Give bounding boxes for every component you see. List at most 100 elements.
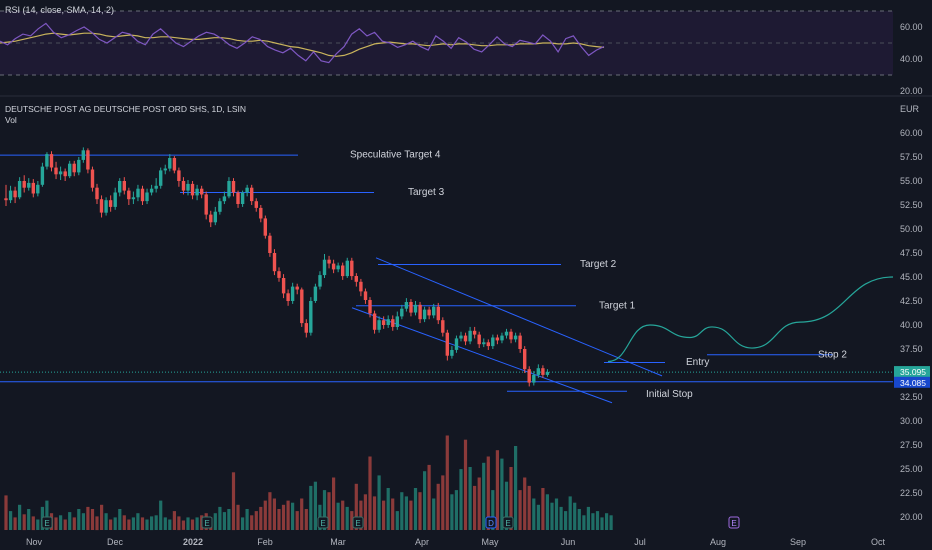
candle-body <box>504 331 509 336</box>
candle-body <box>359 281 363 292</box>
candle-body <box>459 335 463 339</box>
volume-bar <box>177 516 181 531</box>
volume-bar <box>181 520 185 530</box>
candle-body <box>300 289 304 324</box>
time-axis[interactable]: Nov Dec 2022 Feb Mar Apr May Jun Jul Aug Sep Oct <box>26 537 886 547</box>
event-badge-text: E <box>44 519 49 528</box>
candle-body <box>313 286 318 301</box>
channel-upper-line[interactable] <box>375 257 663 377</box>
volume-bar <box>168 519 172 530</box>
projection-path[interactable] <box>607 276 894 363</box>
candle-body <box>204 194 208 215</box>
volume-bar <box>400 492 404 530</box>
candle-body <box>418 304 422 320</box>
event-badge[interactable] <box>502 516 514 529</box>
price-tick-label: 50.00 <box>900 224 923 234</box>
volume-bar <box>500 458 504 530</box>
candle-body <box>17 181 22 198</box>
event-badge[interactable] <box>201 516 213 529</box>
candle-body <box>8 190 13 201</box>
candle-body <box>4 198 8 201</box>
volume-bar <box>218 506 222 530</box>
candle-body <box>113 192 117 207</box>
price-tick-label: 20.00 <box>900 512 923 522</box>
rsi-sma-line <box>0 32 605 57</box>
volume-bar <box>463 439 468 530</box>
candle-body <box>54 167 58 175</box>
price-pane[interactable]: DEUTSCHE POST AG DEUTSCHE POST ORD SHS, … <box>0 104 930 547</box>
event-badge[interactable] <box>728 516 740 529</box>
candle-body <box>341 265 345 277</box>
candle-body <box>422 309 427 320</box>
candle-body <box>495 337 500 341</box>
volume-bar <box>27 509 31 530</box>
candle-body <box>454 338 459 350</box>
candle-body <box>49 154 54 168</box>
candle-body <box>231 181 236 193</box>
volume-bar <box>372 496 377 530</box>
currency-label: EUR <box>900 104 920 114</box>
candle-body <box>263 218 267 236</box>
candle-body <box>327 259 331 264</box>
volume-bar <box>473 485 477 530</box>
volume-bar <box>304 509 308 530</box>
candle-body <box>509 331 513 340</box>
annotation-label: Entry <box>686 357 709 368</box>
descending-channel[interactable] <box>351 257 663 404</box>
candle-body <box>350 260 354 277</box>
candle-body <box>436 306 440 321</box>
symbol-title: DEUTSCHE POST AG DEUTSCHE POST ORD SHS, … <box>5 104 246 114</box>
volume-bar <box>359 500 363 530</box>
candle-body <box>195 188 199 196</box>
volume-bar <box>245 509 249 530</box>
rsi-pane[interactable]: RSI (14, close, SMA, 14, 2) 60.00 40.00 20… <box>0 5 923 96</box>
volume-bar <box>236 504 240 530</box>
volume-bar <box>122 515 126 530</box>
volume-bar <box>536 504 540 530</box>
volume-bar <box>382 500 386 530</box>
time-axis-label: Apr <box>415 537 429 547</box>
candle-body <box>372 313 377 330</box>
event-badge[interactable] <box>41 516 53 529</box>
time-axis-label: Sep <box>790 537 806 547</box>
volume-bar <box>127 519 131 530</box>
candle-body <box>136 188 140 198</box>
candle-body <box>40 166 45 185</box>
event-badge[interactable] <box>485 516 497 529</box>
time-axis-label: Aug <box>710 537 726 547</box>
annotation-label: Stop 2 <box>818 349 847 360</box>
time-axis-label: Jun <box>561 537 576 547</box>
price-tick-label: 60.00 <box>900 128 923 138</box>
annotation-labels: Speculative Target 4 Target 3 Target 2 Targ… <box>350 150 847 400</box>
volume-bar <box>254 511 258 530</box>
volume-bar <box>445 435 449 530</box>
volume-bar <box>45 500 49 530</box>
annotation-lines[interactable] <box>0 154 833 392</box>
volume-bar <box>514 446 518 530</box>
volume-bar <box>268 492 272 530</box>
event-badge[interactable] <box>352 516 364 529</box>
candle-body <box>31 182 35 194</box>
candle-body <box>527 369 531 383</box>
candle-body <box>491 337 495 347</box>
event-badge-text: E <box>731 519 736 528</box>
candle-body <box>541 368 545 375</box>
volume-bar <box>459 469 463 530</box>
channel-lower-line[interactable] <box>351 307 613 404</box>
candle-body <box>81 150 85 160</box>
candle-body <box>272 253 277 272</box>
rsi-line <box>0 22 605 64</box>
candle-body <box>190 183 195 196</box>
volume-bar <box>523 477 527 530</box>
volume-bar <box>104 513 108 530</box>
price-tick-label: 30.00 <box>900 416 923 426</box>
candle-body <box>463 335 468 342</box>
candle-body <box>45 154 49 167</box>
event-badge[interactable] <box>317 516 329 529</box>
event-badge-text: E <box>505 519 510 528</box>
candle-body <box>58 171 63 175</box>
rsi-tick-label: 40.00 <box>900 54 923 64</box>
volume-bar <box>22 514 26 531</box>
